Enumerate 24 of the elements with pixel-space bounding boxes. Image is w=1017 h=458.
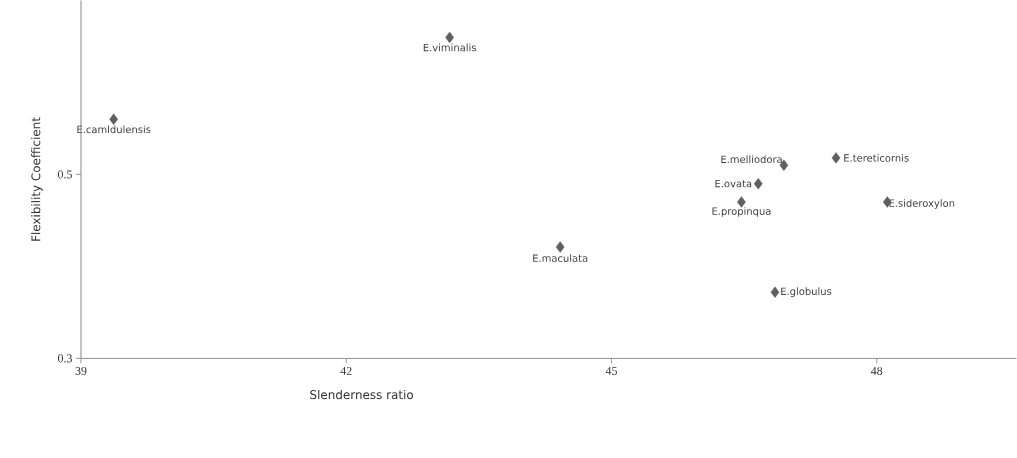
point bbox=[109, 113, 118, 125]
y-tick-label: 0.5 bbox=[57, 170, 72, 179]
annotation: E.propinqua bbox=[712, 207, 771, 217]
x-tick-label: 39 bbox=[75, 366, 87, 375]
x-axis-title: Slenderness ratio bbox=[310, 389, 414, 399]
annotation: E.melliodora bbox=[721, 155, 782, 163]
point bbox=[445, 31, 454, 43]
y-tick-label: 0.3 bbox=[57, 354, 72, 363]
point bbox=[753, 177, 763, 190]
annotation: E.globulus bbox=[781, 287, 832, 297]
annotation: E.camldulensis bbox=[77, 125, 151, 133]
x-tick-label: 48 bbox=[870, 366, 883, 375]
annotation: E.tereticornis bbox=[844, 153, 909, 162]
point bbox=[770, 286, 780, 298]
y-axis-title: Flexibility Coefficient bbox=[31, 117, 43, 241]
annotation: E.sideroxylon bbox=[889, 199, 955, 209]
annotation: E.maculata bbox=[533, 254, 588, 262]
point bbox=[555, 241, 565, 253]
point bbox=[737, 196, 746, 208]
annotation: E.viminalis bbox=[423, 43, 477, 52]
x-tick-label: 45 bbox=[605, 366, 617, 375]
annotation: E.ovata bbox=[715, 179, 752, 188]
x-tick-label: 42 bbox=[340, 366, 352, 375]
point bbox=[831, 152, 841, 164]
